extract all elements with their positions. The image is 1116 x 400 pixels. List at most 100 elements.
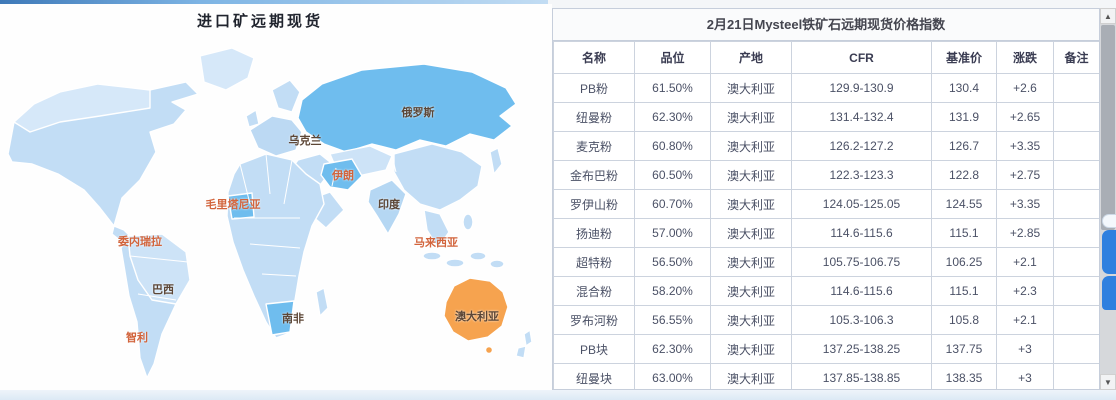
table-cell: 63.00% bbox=[634, 363, 711, 389]
table-cell: +2.3 bbox=[996, 276, 1054, 306]
map-label: 毛里塔尼亚 bbox=[205, 199, 261, 211]
table-cell: +2.85 bbox=[996, 218, 1054, 248]
table-cell: 137.85-138.85 bbox=[791, 363, 932, 389]
table-cell: 60.80% bbox=[634, 131, 711, 161]
price-table: 名称 品位 产地 CFR 基准价 涨跌 备注 PB粉 61.50% 澳大利亚 129.9-130.… bbox=[553, 41, 1099, 389]
table-cell: +3 bbox=[996, 363, 1054, 389]
table-cell: 130.4 bbox=[931, 73, 997, 103]
scroll-down-icon[interactable]: ▼ bbox=[1100, 374, 1116, 390]
map-label: 巴西 bbox=[152, 284, 174, 296]
table-cell: 105.75-106.75 bbox=[791, 247, 932, 277]
table-cell: +3 bbox=[996, 334, 1054, 364]
table-cell: 麦克粉 bbox=[553, 131, 635, 161]
map-label: 乌克兰 bbox=[288, 135, 322, 147]
table-cell: 超特粉 bbox=[553, 247, 635, 277]
table-row: 扬迪粉 57.00% 澳大利亚 114.6-115.6 115.1 +2.85 bbox=[553, 218, 1099, 248]
table-cell: 124.55 bbox=[931, 189, 997, 219]
map-label: 南非 bbox=[282, 313, 304, 325]
header-cell: 产地 bbox=[710, 41, 792, 74]
table-row: 罗布河粉 56.55% 澳大利亚 105.3-106.3 105.8 +2.1 bbox=[553, 305, 1099, 335]
table-cell: 澳大利亚 bbox=[710, 189, 792, 219]
header-cell: 名称 bbox=[553, 41, 635, 74]
table-cell: 澳大利亚 bbox=[710, 73, 792, 103]
table-cell: 126.7 bbox=[931, 131, 997, 161]
table-cell: 罗布河粉 bbox=[553, 305, 635, 335]
table-cell bbox=[1053, 218, 1099, 248]
table-row: 罗伊山粉 60.70% 澳大利亚 124.05-125.05 124.55 +3.35 bbox=[553, 189, 1099, 219]
table-row: PB块 62.30% 澳大利亚 137.25-138.25 137.75 +3 bbox=[553, 334, 1099, 364]
table-cell: 扬迪粉 bbox=[553, 218, 635, 248]
scrollbar-thumb[interactable] bbox=[1101, 25, 1115, 230]
map-label: 马来西亚 bbox=[414, 237, 458, 249]
widget-cap[interactable] bbox=[1102, 214, 1116, 228]
table-cell: 105.3-106.3 bbox=[791, 305, 932, 335]
table-cell: 131.4-132.4 bbox=[791, 102, 932, 132]
floating-side-widget[interactable] bbox=[1102, 214, 1116, 314]
map-label: 俄罗斯 bbox=[401, 107, 435, 119]
table-cell: 罗伊山粉 bbox=[553, 189, 635, 219]
table-cell: PB粉 bbox=[553, 73, 635, 103]
bottom-border-strip bbox=[0, 390, 1116, 400]
table-row: 混合粉 58.20% 澳大利亚 114.6-115.6 115.1 +2.3 bbox=[553, 276, 1099, 306]
table-cell bbox=[1053, 363, 1099, 389]
map-label: 印度 bbox=[378, 199, 400, 211]
table-row: PB粉 61.50% 澳大利亚 129.9-130.9 130.4 +2.6 bbox=[553, 73, 1099, 103]
table-cell: 106.25 bbox=[931, 247, 997, 277]
table-cell: 56.55% bbox=[634, 305, 711, 335]
map-label: 委内瑞拉 bbox=[118, 236, 162, 248]
table-cell bbox=[1053, 73, 1099, 103]
scroll-up-icon[interactable]: ▲ bbox=[1100, 8, 1116, 24]
table-cell: 60.50% bbox=[634, 160, 711, 190]
table-cell: 澳大利亚 bbox=[710, 334, 792, 364]
map-label: 智利 bbox=[126, 332, 148, 344]
table-cell: 纽曼粉 bbox=[553, 102, 635, 132]
table-cell bbox=[1053, 247, 1099, 277]
table-cell bbox=[1053, 305, 1099, 335]
vertical-scrollbar[interactable]: ▲ ▼ bbox=[1100, 8, 1116, 390]
table-cell: 115.1 bbox=[931, 276, 997, 306]
table-cell: 124.05-125.05 bbox=[791, 189, 932, 219]
widget-button-bottom[interactable] bbox=[1102, 276, 1116, 310]
header-cell: CFR bbox=[791, 41, 932, 74]
table-cell: 61.50% bbox=[634, 73, 711, 103]
table-cell: 114.6-115.6 bbox=[791, 276, 932, 306]
table-row: 纽曼粉 62.30% 澳大利亚 131.4-132.4 131.9 +2.65 bbox=[553, 102, 1099, 132]
table-cell bbox=[1053, 131, 1099, 161]
table-cell bbox=[1053, 160, 1099, 190]
table-cell: 62.30% bbox=[634, 102, 711, 132]
table-row: 超特粉 56.50% 澳大利亚 105.75-106.75 106.25 +2.1 bbox=[553, 247, 1099, 277]
table-cell: +2.6 bbox=[996, 73, 1054, 103]
table-cell bbox=[1053, 334, 1099, 364]
table-cell bbox=[1053, 102, 1099, 132]
table-cell: 澳大利亚 bbox=[710, 160, 792, 190]
map-title: 进口矿远期现货 bbox=[196, 13, 323, 30]
table-cell: 122.8 bbox=[931, 160, 997, 190]
world-map bbox=[7, 47, 533, 379]
table-cell: 澳大利亚 bbox=[710, 363, 792, 389]
header-cell: 基准价 bbox=[931, 41, 997, 74]
table-cell: 澳大利亚 bbox=[710, 247, 792, 277]
table-cell: 澳大利亚 bbox=[710, 276, 792, 306]
table-cell: 56.50% bbox=[634, 247, 711, 277]
table-cell: 131.9 bbox=[931, 102, 997, 132]
header-cell: 备注 bbox=[1053, 41, 1099, 74]
table-cell: 122.3-123.3 bbox=[791, 160, 932, 190]
table-cell: 105.8 bbox=[931, 305, 997, 335]
table-cell: 混合粉 bbox=[553, 276, 635, 306]
table-cell: +2.65 bbox=[996, 102, 1054, 132]
price-table-panel: 2月21日Mysteel铁矿石远期现货价格指数 名称 品位 产地 CFR 基准价 涨跌 备注… bbox=[552, 8, 1100, 390]
table-cell: 58.20% bbox=[634, 276, 711, 306]
table-cell: +2.75 bbox=[996, 160, 1054, 190]
table-cell: 138.35 bbox=[931, 363, 997, 389]
table-cell: +2.1 bbox=[996, 247, 1054, 277]
map-label: 伊朗 bbox=[332, 170, 354, 182]
table-cell: 澳大利亚 bbox=[710, 102, 792, 132]
table-cell: +3.35 bbox=[996, 131, 1054, 161]
table-cell: 澳大利亚 bbox=[710, 218, 792, 248]
table-cell: 114.6-115.6 bbox=[791, 218, 932, 248]
table-cell bbox=[1053, 189, 1099, 219]
table-cell: 澳大利亚 bbox=[710, 305, 792, 335]
table-row: 纽曼块 63.00% 澳大利亚 137.85-138.85 138.35 +3 bbox=[553, 363, 1099, 389]
table-cell: 62.30% bbox=[634, 334, 711, 364]
widget-button-top[interactable] bbox=[1102, 230, 1116, 274]
